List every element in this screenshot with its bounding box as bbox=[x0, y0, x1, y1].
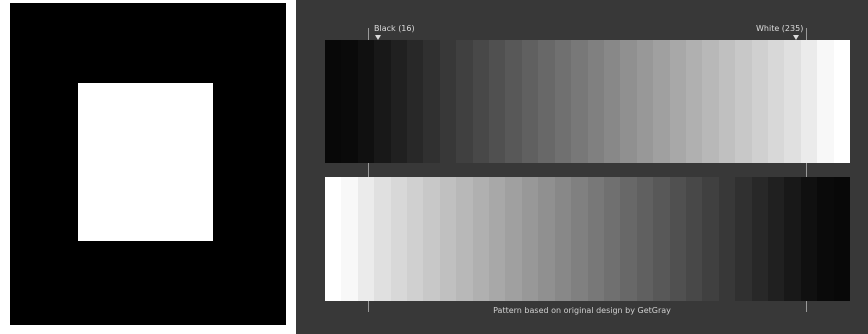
gray-swatch bbox=[554, 40, 572, 163]
gray-swatch bbox=[817, 177, 834, 301]
gray-swatch bbox=[751, 177, 768, 301]
gray-swatch bbox=[325, 177, 342, 301]
gray-swatch bbox=[571, 177, 588, 301]
white-marker-label: White (235) bbox=[756, 24, 804, 33]
gray-swatch bbox=[489, 177, 506, 301]
gray-swatch bbox=[521, 40, 539, 163]
gray-swatch bbox=[620, 177, 637, 301]
gray-swatch bbox=[735, 40, 752, 163]
black-frame bbox=[10, 3, 286, 325]
gray-swatch bbox=[571, 40, 588, 163]
gray-swatch bbox=[390, 40, 408, 163]
bottom-gray-ramp bbox=[325, 177, 850, 301]
black-marker-line bbox=[368, 28, 369, 312]
gray-swatch bbox=[587, 40, 604, 163]
gray-swatch bbox=[472, 40, 490, 163]
gray-swatch bbox=[439, 40, 457, 163]
gray-swatch bbox=[620, 40, 637, 163]
gray-swatch bbox=[325, 40, 342, 163]
gray-swatch bbox=[505, 40, 522, 163]
gray-swatch bbox=[439, 177, 457, 301]
gray-swatch bbox=[587, 177, 604, 301]
gray-swatch bbox=[718, 40, 736, 163]
gray-swatch bbox=[784, 40, 801, 163]
gray-swatch bbox=[833, 40, 850, 163]
gray-swatch bbox=[718, 177, 736, 301]
gray-swatch bbox=[800, 177, 818, 301]
gray-swatch bbox=[751, 40, 768, 163]
gray-swatch bbox=[685, 40, 703, 163]
gray-swatch bbox=[767, 40, 785, 163]
gray-swatch bbox=[784, 177, 801, 301]
gray-swatch bbox=[390, 177, 408, 301]
gray-swatch bbox=[833, 177, 850, 301]
black-marker-arrow bbox=[375, 35, 381, 40]
gray-swatch bbox=[702, 40, 719, 163]
white-marker-arrow bbox=[793, 35, 799, 40]
gray-swatch bbox=[489, 40, 506, 163]
gray-swatch bbox=[374, 40, 391, 163]
gray-swatch bbox=[554, 177, 572, 301]
gray-swatch bbox=[374, 177, 391, 301]
gray-swatch bbox=[538, 40, 555, 163]
gray-swatch bbox=[341, 177, 358, 301]
gray-swatch bbox=[341, 40, 358, 163]
top-gray-ramp bbox=[325, 40, 850, 163]
gray-swatch bbox=[603, 40, 621, 163]
gray-swatch bbox=[653, 40, 670, 163]
gray-swatch bbox=[767, 177, 785, 301]
gray-swatch bbox=[407, 177, 424, 301]
gray-swatch bbox=[636, 40, 654, 163]
white-square bbox=[78, 83, 213, 241]
gray-swatch bbox=[357, 177, 375, 301]
gray-swatch bbox=[636, 177, 654, 301]
gray-swatch bbox=[817, 40, 834, 163]
gray-swatch bbox=[521, 177, 539, 301]
gray-swatch bbox=[669, 177, 686, 301]
black-marker-label: Black (16) bbox=[374, 24, 415, 33]
gray-swatch bbox=[456, 40, 473, 163]
gray-swatch bbox=[653, 177, 670, 301]
gray-swatch bbox=[423, 40, 440, 163]
gray-swatch bbox=[538, 177, 555, 301]
gray-swatch bbox=[685, 177, 703, 301]
gray-swatch bbox=[603, 177, 621, 301]
gray-swatch bbox=[407, 40, 424, 163]
gray-swatch bbox=[423, 177, 440, 301]
white-marker-line bbox=[806, 28, 807, 312]
gray-swatch bbox=[669, 40, 686, 163]
gray-swatch bbox=[505, 177, 522, 301]
gray-swatch bbox=[800, 40, 818, 163]
gray-swatch bbox=[456, 177, 473, 301]
gray-swatch bbox=[702, 177, 719, 301]
credit-caption: Pattern based on original design by GetG… bbox=[493, 306, 671, 315]
gray-swatch bbox=[357, 40, 375, 163]
gray-ramp-panel: Black (16) White (235) Pattern based on … bbox=[296, 0, 868, 334]
gray-swatch bbox=[735, 177, 752, 301]
gray-swatch bbox=[472, 177, 490, 301]
